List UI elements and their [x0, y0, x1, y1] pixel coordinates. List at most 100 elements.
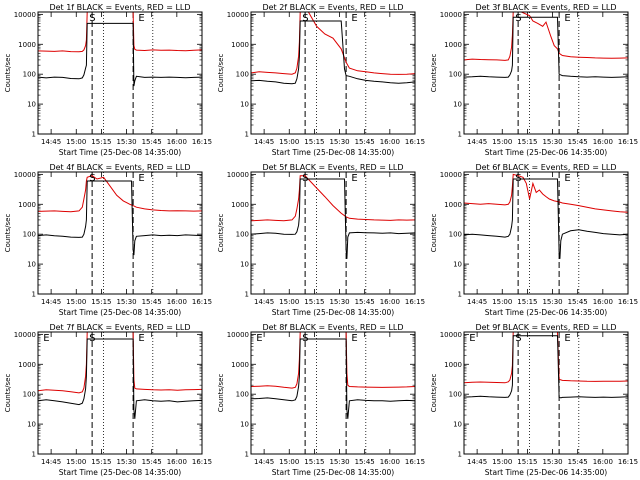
x-axis-label: Start Time (25-Dec-06 14:35:00): [485, 148, 607, 157]
x-tick-label: 15:45: [355, 138, 375, 146]
series-group: [251, 332, 415, 419]
x-tick-label: 15:00: [66, 138, 86, 146]
chart-panel-1: Det 1f BLACK = Events, RED = LLD Counts/s…: [4, 3, 212, 157]
x-tick-label: 15:00: [492, 298, 512, 306]
y-tick-label: 1: [32, 451, 36, 459]
events-series-line: [38, 338, 202, 419]
x-tick-label: 14:45: [467, 138, 487, 146]
plot-frame: [37, 331, 203, 455]
chart-panel-8: Det 8f BLACK = Events, RED = LLD Counts/s…: [217, 323, 425, 477]
x-tick-label: 16:00: [593, 458, 613, 466]
interval-marker-label: E: [138, 13, 144, 24]
series-group: [38, 175, 202, 256]
y-tick-label: 10: [453, 101, 462, 109]
x-tick-label: 16:00: [380, 298, 400, 306]
series-group: [464, 12, 628, 78]
plot-frame: [463, 331, 629, 455]
x-axis-label: Start Time (25-Dec-08 14:35:00): [272, 308, 394, 317]
y-tick-label: 10000: [227, 331, 249, 339]
y-tick-label: 10000: [14, 11, 36, 19]
y-tick-label: 100: [23, 71, 36, 79]
series-group: [38, 12, 202, 87]
x-tick-label: 15:45: [355, 458, 375, 466]
x-tick-label: 15:15: [304, 298, 324, 306]
events-series-line: [464, 178, 628, 259]
interval-marker-label: S: [302, 333, 308, 344]
y-tick-label: 10000: [14, 331, 36, 339]
x-tick-label: 15:45: [142, 458, 162, 466]
chart-title: Det 9f BLACK = Events, RED = LLD: [475, 323, 616, 332]
y-axis-label: Counts/sec: [430, 374, 438, 413]
series-group: [251, 175, 415, 259]
x-tick-label: 14:45: [254, 298, 274, 306]
x-tick-label: 15:30: [542, 458, 562, 466]
y-tick-label: 10000: [440, 171, 462, 179]
interval-marker-label: S: [515, 173, 521, 184]
lld-series-line: [251, 175, 415, 222]
interval-marker-label: E: [43, 333, 49, 344]
x-tick-label: 15:30: [329, 298, 349, 306]
x-tick-label: 14:45: [41, 138, 61, 146]
x-tick-label: 15:00: [279, 298, 299, 306]
x-axis-label: Start Time (25-Dec-08 14:35:00): [59, 148, 181, 157]
y-tick-label: 1000: [18, 201, 36, 209]
x-tick-label: 16:15: [192, 458, 212, 466]
x-tick-label: 16:15: [192, 298, 212, 306]
x-tick-label: 15:15: [517, 298, 537, 306]
x-tick-label: 15:45: [355, 298, 375, 306]
x-tick-label: 16:00: [593, 138, 613, 146]
y-axis-label: Counts/sec: [4, 214, 12, 253]
events-series-line: [38, 22, 202, 87]
y-tick-label: 1: [245, 451, 249, 459]
interval-marker-label: S: [515, 13, 521, 24]
x-tick-label: 15:30: [329, 458, 349, 466]
y-tick-label: 10: [240, 101, 249, 109]
lld-series-line: [464, 173, 628, 213]
chart-panel-4: Det 4f BLACK = Events, RED = LLD Counts/s…: [4, 163, 212, 317]
x-tick-label: 16:15: [618, 138, 638, 146]
x-tick-label: 15:15: [304, 138, 324, 146]
x-tick-label: 15:15: [304, 458, 324, 466]
y-axis-label: Counts/sec: [4, 54, 12, 93]
interval-marker-label: S: [89, 173, 95, 184]
y-tick-label: 1: [32, 131, 36, 139]
x-tick-label: 16:15: [618, 458, 638, 466]
lld-series-line: [464, 332, 628, 384]
events-series-line: [38, 180, 202, 256]
x-axis-label: Start Time (25-Dec-08 14:35:00): [59, 308, 181, 317]
x-tick-label: 15:00: [492, 458, 512, 466]
x-tick-label: 16:15: [192, 138, 212, 146]
y-tick-label: 10: [453, 261, 462, 269]
x-axis-label: Start Time (25-Dec-08 14:35:00): [59, 468, 181, 477]
x-tick-label: 16:00: [167, 138, 187, 146]
series-group: [464, 332, 628, 399]
chart-title: Det 3f BLACK = Events, RED = LLD: [475, 3, 616, 12]
events-series-line: [251, 338, 415, 419]
y-axis-label: Counts/sec: [217, 54, 225, 93]
y-tick-label: 1: [32, 291, 36, 299]
y-tick-label: 10000: [14, 171, 36, 179]
x-axis-label: Start Time (25-Dec-06 14:35:00): [485, 308, 607, 317]
plot-frame: [250, 171, 416, 295]
y-tick-label: 100: [449, 231, 462, 239]
y-tick-label: 10: [240, 261, 249, 269]
y-tick-label: 1: [245, 291, 249, 299]
x-tick-label: 15:00: [279, 138, 299, 146]
chart-title: Det 2f BLACK = Events, RED = LLD: [262, 3, 403, 12]
x-tick-label: 14:45: [467, 298, 487, 306]
x-tick-label: 15:30: [542, 138, 562, 146]
y-tick-label: 10: [453, 421, 462, 429]
y-tick-label: 10: [27, 261, 36, 269]
plot-frame: [37, 171, 203, 295]
chart-title: Det 8f BLACK = Events, RED = LLD: [262, 323, 403, 332]
plot-frame: [37, 11, 203, 135]
x-tick-label: 15:15: [91, 298, 111, 306]
y-tick-label: 1: [458, 291, 462, 299]
y-axis-label: Counts/sec: [430, 54, 438, 93]
x-tick-label: 15:45: [568, 458, 588, 466]
y-tick-label: 10: [27, 101, 36, 109]
y-axis-label: Counts/sec: [430, 214, 438, 253]
events-series-line: [464, 16, 628, 78]
interval-marker-label: E: [469, 333, 475, 344]
x-tick-label: 15:15: [517, 138, 537, 146]
